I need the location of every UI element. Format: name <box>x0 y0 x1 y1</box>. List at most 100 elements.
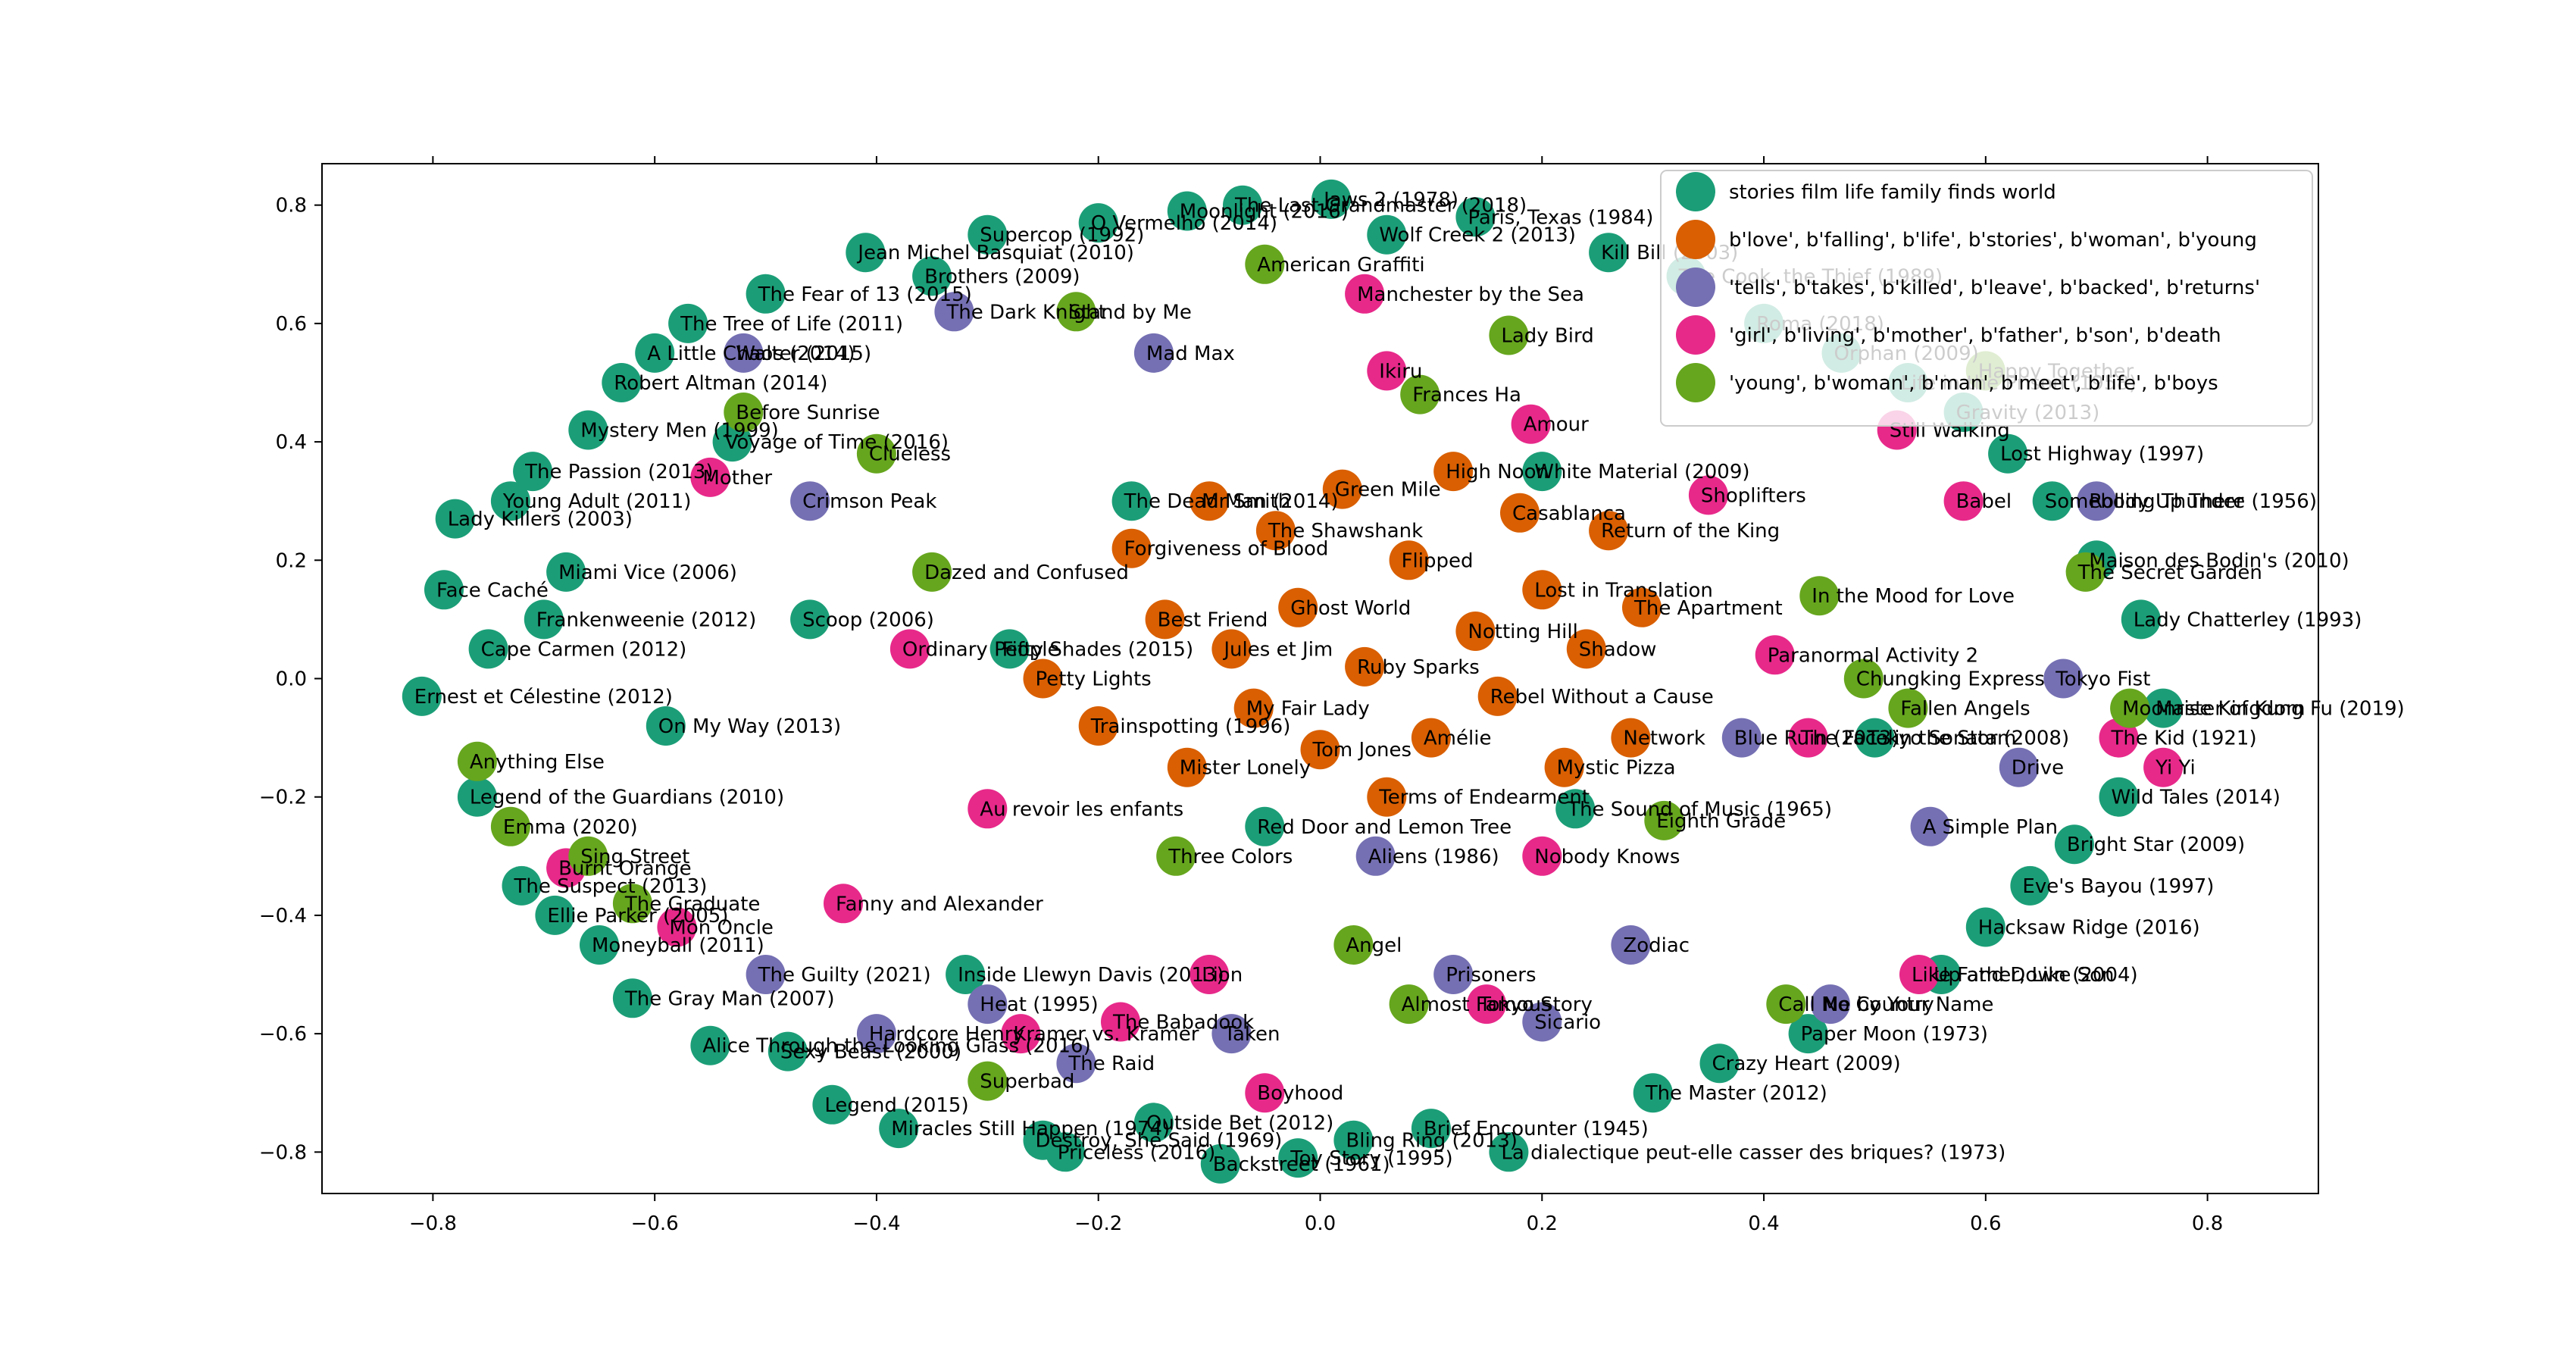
scatter-point <box>1522 452 1562 492</box>
y-tick-label: −0.2 <box>259 787 307 809</box>
scatter-point <box>1322 469 1362 509</box>
scatter-point <box>1278 587 1318 627</box>
scatter-point <box>1045 1132 1085 1172</box>
scatter-point <box>1190 955 1230 994</box>
point-label: Frances Ha <box>1412 384 1521 407</box>
point-label: Mon Oncle <box>669 917 774 940</box>
point-label: Moneyball (2011) <box>592 934 764 957</box>
scatter-point <box>824 884 863 924</box>
point-label: Wild Tales (2014) <box>2112 787 2281 809</box>
point-label: Mystery Men (1999) <box>580 420 779 443</box>
x-tick-label: −0.6 <box>631 1212 679 1235</box>
y-tick-label: 0.6 <box>276 313 307 336</box>
point-label: Green Mile <box>1335 479 1441 502</box>
scatter-point <box>1644 800 1684 840</box>
scatter-point <box>546 552 586 592</box>
scatter-point <box>1367 351 1407 391</box>
y-tick-label: −0.4 <box>259 905 307 928</box>
scatter-point <box>2099 777 2139 817</box>
scatter-point <box>1766 984 1806 1025</box>
scatter-point <box>612 978 652 1018</box>
scatter-point <box>1810 984 1850 1025</box>
scatter-point <box>1611 925 1651 965</box>
scatter-point <box>1078 706 1118 746</box>
point-label: Chungking Express <box>1856 668 2045 691</box>
scatter-point <box>502 865 542 906</box>
scatter-point <box>2143 747 2184 787</box>
point-label: The Passion (2013) <box>524 461 714 483</box>
scatter-point <box>435 499 475 539</box>
point-label: Zodiac <box>1623 934 1690 957</box>
scatter-point <box>535 895 575 935</box>
scatter-point <box>889 629 930 669</box>
point-label: Supercop (1992) <box>980 224 1144 247</box>
point-label: Walter (2015) <box>736 343 871 365</box>
scatter-point <box>402 676 442 716</box>
point-label: Three Colors <box>1168 846 1293 868</box>
scatter-point <box>767 1031 808 1071</box>
scatter-point <box>1300 730 1340 770</box>
scatter-point <box>1056 292 1096 332</box>
scatter-point <box>2010 865 2050 906</box>
scatter-point <box>1888 688 1928 728</box>
point-label: Wolf Creek 2 (2013) <box>1379 224 1576 247</box>
scatter-point <box>1056 1043 1096 1084</box>
point-label: Inside Llewyn Davis (2013) <box>958 964 1224 987</box>
scatter-point <box>1145 599 1185 640</box>
scatter-point <box>1611 718 1651 758</box>
point-label: Amour <box>1524 414 1589 436</box>
point-label: Dazed and Confused <box>924 562 1129 584</box>
point-label: Miami Vice (2006) <box>558 562 737 584</box>
point-label: Rebel Without a Cause <box>1490 686 1714 709</box>
scatter-point <box>1589 233 1629 273</box>
point-label: The Shawshank <box>1268 520 1423 543</box>
point-label: Anything Else <box>470 751 605 774</box>
scatter-point <box>1311 179 1352 219</box>
point-label: Flipped <box>1402 549 1474 572</box>
legend-marker <box>1676 315 1715 355</box>
point-label: Boyhood <box>1257 1082 1343 1105</box>
scatter-point <box>1555 789 1596 829</box>
point-label: Prisoners <box>1446 964 1536 987</box>
point-label: Jules et Jim <box>1222 638 1333 661</box>
legend-marker <box>1676 172 1715 211</box>
scatter-point <box>1544 747 1584 787</box>
scatter-point <box>568 410 608 450</box>
scatter-point <box>812 1084 852 1125</box>
scatter-point <box>1345 274 1385 314</box>
scatter-point <box>457 741 497 781</box>
point-label: Clueless <box>869 443 951 466</box>
legend-label: 'tells', b'takes', b'killed', b'leave', … <box>1729 277 2260 299</box>
point-label: The Kid (1921) <box>2111 727 2257 750</box>
point-label: Shadow <box>1579 638 1657 661</box>
scatter-point <box>1433 955 1474 994</box>
scatter-point <box>1799 576 1840 616</box>
scatter-point <box>1788 1014 1828 1054</box>
scatter-point <box>657 907 697 947</box>
point-label: Paranormal Activity 2 <box>1768 644 1978 667</box>
point-label: Brief Encounter (1945) <box>1424 1118 1649 1140</box>
point-label: Notting Hill <box>1468 621 1577 643</box>
point-label: Rolling Thunder <box>2089 490 2244 513</box>
scatter-point <box>468 629 508 669</box>
point-label: Frankenweenie (2012) <box>536 608 756 631</box>
scatter-point <box>1367 214 1407 255</box>
point-label: Crimson Peak <box>802 490 936 513</box>
scatter-point <box>1078 203 1118 243</box>
scatter-point <box>1255 511 1296 551</box>
scatter-point <box>1411 718 1451 758</box>
point-label: Toy Story (1995) <box>1290 1147 1452 1170</box>
scatter-point <box>946 955 986 994</box>
point-label: A Little Chaos (2014) <box>647 343 855 365</box>
scatter-point <box>968 984 1008 1025</box>
y-tick-label: −0.8 <box>259 1141 307 1164</box>
y-tick-label: 0.4 <box>276 431 307 454</box>
scatter-point <box>602 363 642 402</box>
point-label: Robert Altman (2014) <box>614 372 827 395</box>
x-tick-label: 0.0 <box>1305 1212 1336 1235</box>
scatter-point <box>1855 718 1895 758</box>
scatter-point <box>1167 191 1207 231</box>
scatter-point <box>912 256 952 296</box>
point-label: Cape Carmen (2012) <box>481 638 687 661</box>
point-label: Forgiveness of Blood <box>1124 538 1329 561</box>
